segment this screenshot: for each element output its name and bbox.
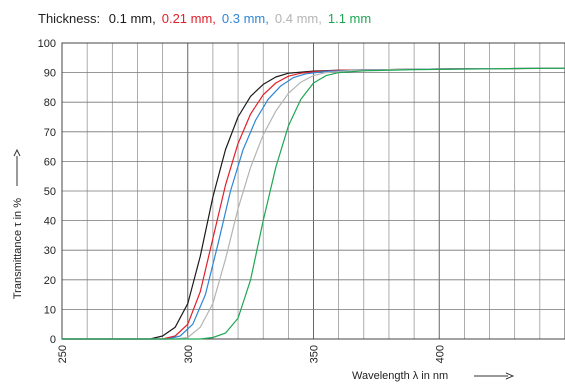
legend-entry-3: 0.4 mm,: [275, 11, 322, 26]
title-prefix: Thickness:: [38, 11, 100, 26]
y-tick-label: 30: [44, 245, 56, 257]
x-axis-label: Wavelength λ in nm: [352, 370, 448, 382]
y-tick-label: 60: [44, 156, 56, 168]
y-axis-arrow-head: [13, 148, 21, 157]
grid: [61, 42, 565, 340]
y-tick-label: 20: [44, 275, 56, 287]
x-tick-labels: 250 300 350 400: [57, 345, 446, 363]
y-tick-label: 40: [44, 216, 56, 228]
series-line-3: [62, 67, 565, 340]
x-tick-label: 250: [57, 345, 69, 363]
y-tick-label: 80: [44, 97, 56, 109]
y-tick-label: 70: [44, 127, 56, 139]
y-tick-label: 10: [44, 304, 56, 316]
series-line-4: [62, 67, 565, 340]
y-tick-labels: 0 10 20 30 40 50 60 70 80 90 100: [38, 38, 56, 346]
y-axis-title: Transmittance τ in %: [12, 148, 24, 299]
x-tick-label: 300: [183, 345, 195, 363]
x-axis-title: Wavelength λ in nm: [352, 370, 515, 382]
legend-entry-1: 0.21 mm,: [162, 11, 216, 26]
y-tick-label: 50: [44, 186, 56, 198]
y-tick-label: 0: [50, 334, 56, 346]
chart-title: Thickness: 0.1 mm, 0.21 mm, 0.3 mm, 0.4 mm,…: [38, 11, 371, 26]
series-line-2: [62, 67, 565, 340]
plot-frame: [61, 42, 565, 340]
legend-entry-4: 1.1 mm: [328, 11, 371, 26]
x-axis-arrow-head: [505, 372, 515, 380]
y-axis-label: Transmittance τ in %: [12, 198, 24, 299]
y-tick-label: 90: [44, 68, 56, 80]
legend-entry-0: 0.1 mm,: [109, 11, 156, 26]
y-tick-label: 100: [38, 38, 56, 50]
x-tick-label: 350: [309, 345, 321, 363]
x-tick-label: 400: [434, 345, 446, 363]
legend-entry-2: 0.3 mm,: [222, 11, 269, 26]
series-group: [62, 67, 565, 340]
